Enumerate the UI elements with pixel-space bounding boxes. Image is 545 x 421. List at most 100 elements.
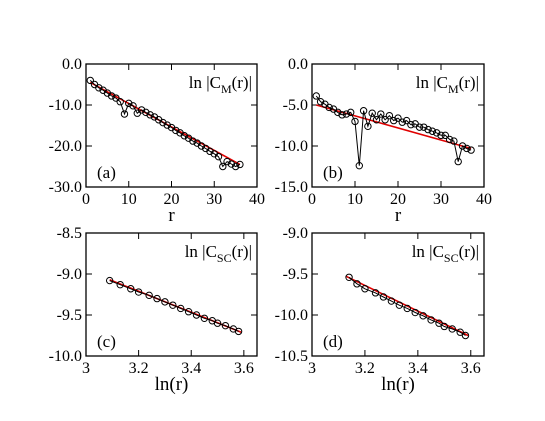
- data-point: [236, 160, 244, 169]
- y-tick-label: -30.0: [49, 179, 82, 196]
- y-tick-label: -10.0: [275, 138, 308, 155]
- annotation-suffix: (r)|: [232, 73, 252, 92]
- x-axis-label: ln(r): [381, 374, 415, 395]
- panel-frame: [85, 232, 258, 357]
- panel-tag: (c): [97, 332, 116, 351]
- series-line: [109, 280, 239, 332]
- annotation-suffix: (r)|: [459, 242, 479, 261]
- data-point: [448, 325, 456, 333]
- data-point: [153, 294, 161, 303]
- x-tick-label: 30: [206, 191, 222, 208]
- data-point: [435, 319, 443, 327]
- annotation-subscript: M: [448, 82, 459, 96]
- data-point: [206, 147, 214, 156]
- panel-tag: (a): [97, 163, 116, 182]
- data-point: [146, 111, 154, 119]
- series-line: [348, 276, 466, 336]
- annotation-label: ln |CM(r)|: [189, 73, 252, 96]
- data-point: [368, 109, 376, 117]
- data-point: [364, 122, 372, 131]
- data-point: [137, 106, 146, 114]
- data-point: [371, 289, 380, 297]
- data-point: [454, 157, 462, 166]
- data-point: [161, 298, 169, 306]
- x-tick-label: 3: [82, 360, 90, 377]
- data-point: [177, 304, 185, 313]
- y-tick-label: -5.0: [283, 97, 308, 114]
- x-tick-label: 3: [308, 360, 316, 377]
- data-point: [189, 137, 197, 145]
- annotation-subscript: M: [221, 82, 232, 96]
- data-point: [450, 137, 458, 145]
- y-tick-label: -10.0: [275, 307, 308, 324]
- annotation-label: ln |CM(r)|: [416, 73, 479, 96]
- data-point: [456, 328, 464, 336]
- data-point: [192, 311, 201, 319]
- data-point: [316, 98, 325, 106]
- data-point: [169, 301, 177, 309]
- annotation-suffix: (r)|: [232, 242, 252, 261]
- data-point: [372, 116, 381, 124]
- data-point: [387, 297, 396, 305]
- data-point: [355, 161, 363, 170]
- y-tick-label: -10.0: [49, 97, 82, 114]
- x-axis-label: r: [395, 205, 402, 226]
- data-point: [105, 276, 114, 285]
- data-point: [390, 116, 398, 125]
- annotation-prefix: ln |C: [412, 242, 444, 261]
- y-tick-label: -9.0: [57, 266, 82, 283]
- x-tick-label: 0: [82, 191, 90, 208]
- y-tick-label: -9.5: [57, 307, 82, 324]
- data-point: [125, 99, 133, 108]
- data-point: [424, 125, 432, 134]
- data-point: [351, 117, 359, 126]
- data-point: [394, 114, 402, 122]
- x-tick-label: 3.6: [461, 360, 481, 377]
- panel-c: 3 3.2 3.4 3.6-8.5-9.0-9.5-10.0ln(r)ln |CSC(…: [49, 225, 258, 395]
- x-axis-label: r: [168, 205, 175, 226]
- x-tick-label: 10: [121, 191, 137, 208]
- data-point: [120, 110, 129, 118]
- data-point: [361, 285, 369, 293]
- data-point: [231, 162, 240, 171]
- data-point: [427, 316, 435, 324]
- x-tick-label: 20: [164, 191, 180, 208]
- x-tick-label: 40: [476, 191, 492, 208]
- data-point: [325, 103, 333, 112]
- data-point: [353, 280, 361, 288]
- data-point: [467, 146, 475, 154]
- x-tick-label: 40: [249, 191, 265, 208]
- data-point: [437, 131, 445, 140]
- annotation-subscript: SC: [217, 251, 232, 265]
- data-point: [134, 288, 143, 296]
- data-point: [428, 127, 437, 135]
- data-point: [385, 111, 394, 120]
- data-point: [219, 162, 227, 171]
- data-point: [345, 273, 353, 281]
- data-point: [440, 322, 449, 331]
- x-tick-label: 3.4: [408, 360, 428, 377]
- data-point: [116, 280, 124, 289]
- data-point: [227, 160, 236, 168]
- fit-line: [316, 104, 472, 150]
- y-tick-label: 0.0: [288, 56, 308, 73]
- data-point: [403, 304, 411, 313]
- x-tick-label: 3.6: [234, 360, 254, 377]
- data-point: [197, 142, 206, 150]
- data-point: [398, 118, 406, 126]
- data-point: [312, 92, 320, 100]
- y-tick-label: -15.0: [275, 179, 308, 196]
- data-point: [221, 321, 230, 330]
- data-point: [142, 108, 150, 117]
- data-point: [127, 285, 135, 293]
- data-point: [214, 152, 223, 161]
- data-point: [395, 301, 404, 309]
- x-tick-label: 30: [433, 191, 449, 208]
- data-point: [184, 308, 193, 316]
- data-point: [180, 132, 189, 140]
- data-point: [234, 327, 243, 336]
- data-point: [116, 98, 124, 106]
- data-point: [402, 116, 411, 125]
- data-point: [95, 84, 103, 92]
